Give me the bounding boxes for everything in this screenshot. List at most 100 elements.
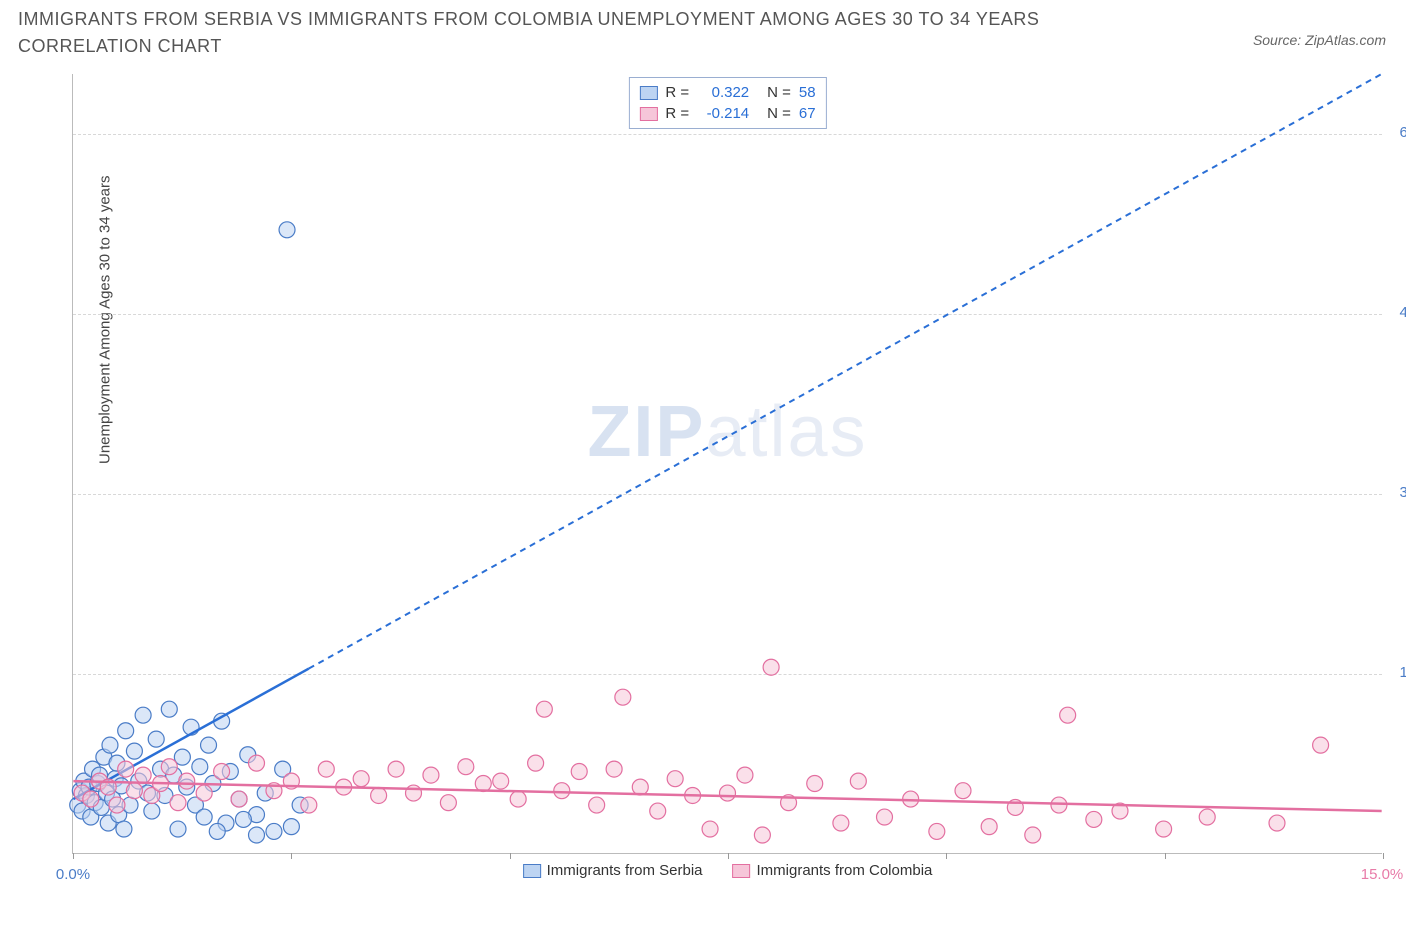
series-label: Immigrants from Colombia: [756, 862, 932, 879]
data-point: [1269, 815, 1285, 831]
x-tick: [291, 853, 292, 859]
series-legend-item: Immigrants from Serbia: [523, 862, 703, 879]
legend-swatch: [639, 107, 657, 121]
data-point: [249, 755, 265, 771]
data-point: [235, 811, 251, 827]
data-point: [493, 773, 509, 789]
y-tick-label: 45.0%: [1399, 304, 1406, 321]
data-point: [632, 779, 648, 795]
data-point: [170, 795, 186, 811]
scatter-plot-svg: [73, 74, 1382, 853]
data-point: [279, 222, 295, 238]
data-point: [83, 791, 99, 807]
n-value: 58: [799, 84, 816, 101]
data-point: [353, 771, 369, 787]
data-point: [301, 797, 317, 813]
data-point: [1051, 797, 1067, 813]
data-point: [1086, 811, 1102, 827]
y-tick-label: 60.0%: [1399, 124, 1406, 141]
data-point: [266, 823, 282, 839]
data-point: [929, 823, 945, 839]
data-point: [371, 787, 387, 803]
data-point: [702, 821, 718, 837]
data-point: [196, 809, 212, 825]
series-legend: Immigrants from Serbia Immigrants from Co…: [523, 862, 933, 879]
x-tick: [728, 853, 729, 859]
x-tick: [1165, 853, 1166, 859]
data-point: [615, 689, 631, 705]
data-point: [1313, 737, 1329, 753]
data-point: [955, 783, 971, 799]
data-point: [763, 659, 779, 675]
data-point: [116, 821, 132, 837]
legend-swatch: [732, 864, 750, 878]
data-point: [833, 815, 849, 831]
x-tick: [946, 853, 947, 859]
data-point: [406, 785, 422, 801]
data-point: [475, 775, 491, 791]
data-point: [650, 803, 666, 819]
data-point: [249, 827, 265, 843]
data-point: [109, 797, 125, 813]
data-point: [318, 761, 334, 777]
series-label: Immigrants from Serbia: [547, 862, 703, 879]
data-point: [201, 737, 217, 753]
data-point: [144, 803, 160, 819]
r-label: R =: [665, 84, 689, 101]
data-point: [1199, 809, 1215, 825]
data-point: [981, 819, 997, 835]
data-point: [214, 764, 230, 780]
data-point: [458, 759, 474, 775]
x-tick: [1383, 853, 1384, 859]
data-point: [170, 821, 186, 837]
y-tick-label: 30.0%: [1399, 484, 1406, 501]
data-point: [1025, 827, 1041, 843]
data-point: [606, 761, 622, 777]
data-point: [720, 785, 736, 801]
data-point: [737, 767, 753, 783]
data-point: [877, 809, 893, 825]
r-label: R =: [665, 105, 689, 122]
stats-legend-row: R =-0.214N =67: [639, 103, 815, 124]
data-point: [118, 761, 134, 777]
stats-legend: R =0.322N =58R =-0.214N =67: [628, 77, 826, 129]
data-point: [135, 707, 151, 723]
data-point: [196, 785, 212, 801]
data-point: [192, 759, 208, 775]
trend-line-extrapolated: [309, 74, 1382, 669]
data-point: [283, 819, 299, 835]
data-point: [528, 755, 544, 771]
r-value: 0.322: [697, 84, 749, 101]
data-point: [589, 797, 605, 813]
data-point: [754, 827, 770, 843]
data-point: [1060, 707, 1076, 723]
data-point: [510, 791, 526, 807]
data-point: [148, 731, 164, 747]
source-credit: Source: ZipAtlas.com: [1253, 32, 1386, 48]
stats-legend-row: R = 0.322 N = 58: [639, 82, 815, 103]
series-legend-item: Immigrants from Colombia: [732, 862, 932, 879]
n-value: 67: [799, 105, 816, 122]
data-point: [423, 767, 439, 783]
data-point: [161, 759, 177, 775]
data-point: [126, 783, 142, 799]
data-point: [440, 795, 456, 811]
data-point: [118, 723, 134, 739]
data-point: [179, 773, 195, 789]
data-point: [209, 823, 225, 839]
data-point: [231, 791, 247, 807]
data-point: [102, 737, 118, 753]
legend-swatch: [639, 86, 657, 100]
x-axis-min-label: 0.0%: [56, 866, 90, 883]
data-point: [554, 783, 570, 799]
chart-plot-area: Unemployment Among Ages 30 to 34 years 1…: [72, 74, 1382, 854]
data-point: [850, 773, 866, 789]
y-tick-label: 15.0%: [1399, 664, 1406, 681]
n-label: N =: [767, 105, 791, 122]
n-label: N =: [767, 84, 791, 101]
data-point: [1156, 821, 1172, 837]
data-point: [571, 764, 587, 780]
chart-title: IMMIGRANTS FROM SERBIA VS IMMIGRANTS FRO…: [18, 6, 1118, 60]
data-point: [536, 701, 552, 717]
data-point: [667, 771, 683, 787]
